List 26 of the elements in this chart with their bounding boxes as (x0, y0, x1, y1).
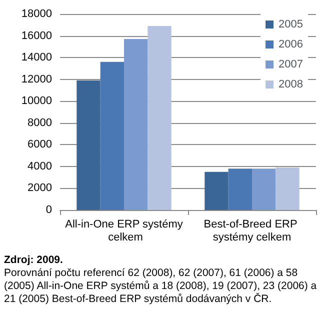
legend-label: 2007 (278, 58, 304, 70)
legend-label: 2008 (278, 78, 304, 90)
y-tick-label: 12000 (21, 73, 52, 86)
text: Porovnání počtu referencí 62 (2008), 62 (2007), 61 (2006) a 58 (2005) All-in-One ERP systémů a 18 (2008), 19 (2007), 23 (2006) a 21 (2005) Best-of-Breed ERP systémů dodávaných v ČR. (4, 267, 318, 306)
bar (148, 26, 172, 210)
bar (252, 168, 276, 210)
bar (124, 39, 148, 210)
bar (204, 172, 228, 210)
bar (100, 62, 124, 210)
y-tick-label: 8000 (28, 116, 52, 129)
x-tick-label: All-in-One ERP systémy celkem (65, 218, 184, 244)
y-tick-label: 6000 (28, 138, 52, 151)
x-tick-label: Best-of-Breed ERP systémy celkem (204, 218, 300, 244)
text: Zdroj: 2009. (4, 254, 64, 267)
bar (276, 168, 300, 210)
y-tick-label: 0 (46, 204, 52, 216)
legend-label: 2006 (278, 38, 304, 50)
y-tick-label: 18000 (21, 8, 52, 20)
legend-label: 2005 (278, 18, 304, 30)
y-tick-label: 14000 (21, 52, 52, 64)
y-tick-label: 10000 (21, 95, 52, 108)
bar (228, 168, 252, 210)
y-tick-label: 4000 (28, 160, 52, 172)
y-tick-label: 16000 (21, 30, 52, 42)
y-tick-label: 2000 (28, 182, 52, 194)
bar (76, 80, 100, 210)
